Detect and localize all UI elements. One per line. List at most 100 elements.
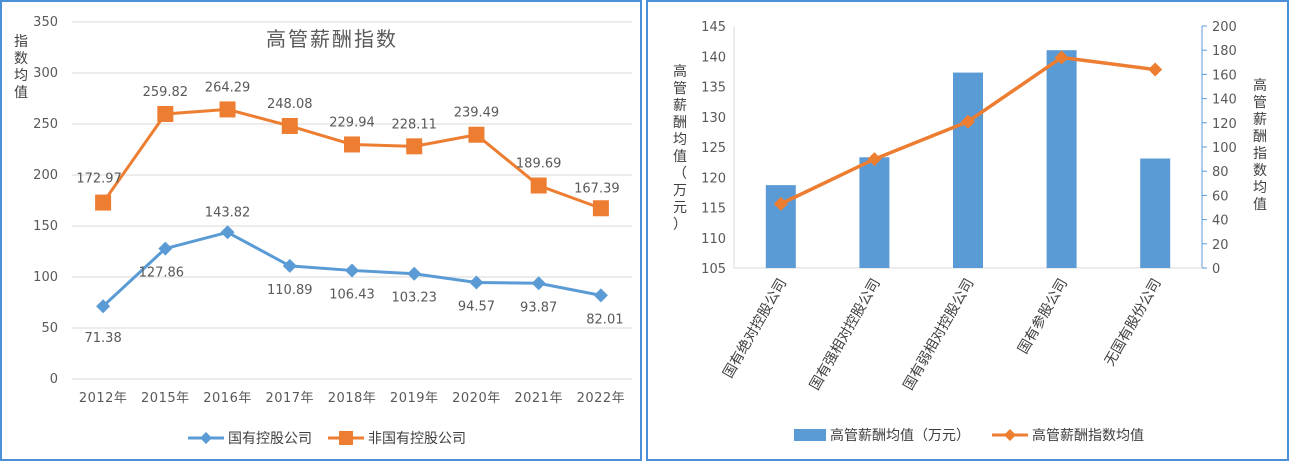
y-left-tick-label: 110 — [701, 232, 726, 247]
series-point — [531, 276, 546, 291]
y-right-axis-label-char: 管 — [1253, 95, 1267, 111]
y-right-tick-label: 120 — [1212, 117, 1237, 132]
y-left-tick-label: 145 — [701, 20, 726, 35]
data-label: 172.97 — [76, 172, 122, 187]
series-point — [407, 266, 422, 281]
y-axis-label-char: 均 — [14, 68, 28, 84]
y-left-axis-label-char: （ — [673, 166, 687, 182]
bar — [1046, 50, 1077, 269]
y-right-tick-label: 140 — [1212, 93, 1237, 108]
series-point — [95, 194, 112, 211]
data-label: 143.82 — [205, 205, 251, 220]
legend-label: 非国有控股公司 — [368, 431, 466, 447]
y-right-tick-label: 60 — [1212, 189, 1229, 204]
y-right-tick-label: 0 — [1212, 262, 1220, 277]
series-point — [219, 101, 236, 118]
series-point — [592, 200, 609, 217]
series-point — [281, 117, 298, 134]
y-tick-label: 300 — [33, 66, 58, 81]
y-right-tick-label: 100 — [1212, 141, 1237, 156]
x-tick-label: 2020年 — [452, 391, 501, 406]
y-right-tick-label: 180 — [1212, 44, 1237, 59]
x-tick-label: 2018年 — [328, 391, 377, 406]
y-left-axis-label-char: 管 — [673, 81, 687, 97]
series-point — [345, 263, 359, 278]
data-label: 106.43 — [329, 287, 375, 302]
y-right-axis-label-char: 高 — [1253, 77, 1267, 94]
y-right-axis-label-char: 薪 — [1253, 112, 1267, 128]
index-point — [773, 196, 788, 211]
y-left-axis-label-char: 高 — [673, 63, 687, 80]
data-label: 82.01 — [586, 312, 623, 327]
data-label: 259.82 — [143, 85, 189, 100]
y-right-axis-label-char: 酬 — [1253, 129, 1267, 145]
series-point — [469, 275, 484, 290]
y-tick-label: 200 — [33, 168, 58, 183]
left-chart-panel: 0 50 100 150 200 250 300 350 2012年 2015年 2016年 2017… — [0, 0, 642, 461]
x-tick-label: 2017年 — [265, 391, 314, 406]
data-label: 71.38 — [85, 331, 122, 346]
legend: 国有控股公司 非国有控股公司 — [188, 431, 466, 447]
index-point — [961, 114, 975, 129]
y-axis-label-char: 指 — [14, 34, 28, 50]
y-right-axis-label-char: 均 — [1253, 180, 1267, 196]
x-category-label: 国有绝对控股公司 — [720, 276, 790, 381]
y-left-axis-label-char: 元 — [673, 200, 687, 216]
legend-marker — [1004, 429, 1016, 441]
x-tick-label: 2022年 — [577, 391, 626, 406]
left-line-chart: 0 50 100 150 200 250 300 350 2012年 2015年 2016年 2017… — [14, 15, 632, 447]
index-point — [1148, 62, 1163, 77]
y-right-tick-label: 160 — [1212, 68, 1237, 83]
y-right-axis-label: 高管薪酬指数均值 — [1253, 77, 1267, 213]
y-left-tick-label: 120 — [701, 171, 726, 186]
y-left-axis-label-char: 薪 — [673, 98, 687, 114]
series-point — [158, 241, 173, 256]
y-left-tick-label: 105 — [701, 262, 726, 277]
series-point — [96, 299, 111, 314]
bar — [1140, 158, 1171, 268]
right-combo-chart: 105 110 115 120 125 130 135 140 145 0 20 40 60 80 100 1… — [673, 20, 1267, 444]
series-point — [593, 288, 608, 303]
bar — [859, 157, 890, 268]
series-point — [282, 258, 297, 273]
y-axis-label-char: 数 — [14, 51, 28, 67]
x-category-label: 无国有股份公司 — [1102, 276, 1165, 369]
y-left-tick-label: 135 — [701, 81, 726, 96]
data-label: 228.11 — [391, 117, 437, 132]
y-left-tick-label: 125 — [701, 141, 726, 156]
y-right-tick-label: 40 — [1212, 214, 1229, 229]
y-right-tick-label: 200 — [1212, 20, 1237, 35]
y-tick-label: 350 — [33, 15, 58, 30]
bar — [953, 72, 983, 269]
legend-bar-marker — [794, 429, 826, 441]
y-left-tick-label: 140 — [701, 50, 726, 65]
y-tick-label: 50 — [41, 321, 58, 336]
y-left-axis-label: 高管薪酬均值（万元） — [673, 63, 687, 233]
y-right-tick-label: 20 — [1212, 238, 1229, 253]
data-label: 264.29 — [205, 80, 251, 95]
data-label: 93.87 — [520, 300, 557, 315]
legend-label: 国有控股公司 — [228, 431, 312, 447]
y-right-axis-label-char: 值 — [1253, 197, 1267, 213]
data-label: 239.49 — [454, 106, 500, 121]
legend-label: 高管薪酬均值（万元） — [830, 427, 970, 444]
y-left-axis-label-char: ） — [673, 217, 687, 233]
right-chart-panel: 105 110 115 120 125 130 135 140 145 0 20 40 60 80 100 1… — [646, 0, 1289, 461]
y-left-axis-label-char: 值 — [673, 149, 687, 165]
y-tick-label: 250 — [33, 117, 58, 132]
data-label: 94.57 — [458, 300, 495, 315]
x-tick-label: 2016年 — [203, 391, 252, 406]
y-left-axis-label-char: 酬 — [673, 115, 687, 131]
y-right-tick-label: 80 — [1212, 165, 1229, 180]
legend-marker — [200, 432, 212, 444]
series-point — [220, 225, 235, 240]
y-tick-label: 150 — [33, 219, 58, 234]
data-label: 127.86 — [139, 266, 185, 281]
legend-label: 高管薪酬指数均值 — [1032, 427, 1144, 444]
index-point — [1054, 50, 1069, 65]
x-tick-label: 2015年 — [141, 391, 190, 406]
data-label: 189.69 — [516, 157, 562, 172]
data-label: 229.94 — [329, 115, 375, 130]
y-left-axis-label-char: 万 — [673, 183, 687, 199]
series-point — [344, 136, 360, 153]
